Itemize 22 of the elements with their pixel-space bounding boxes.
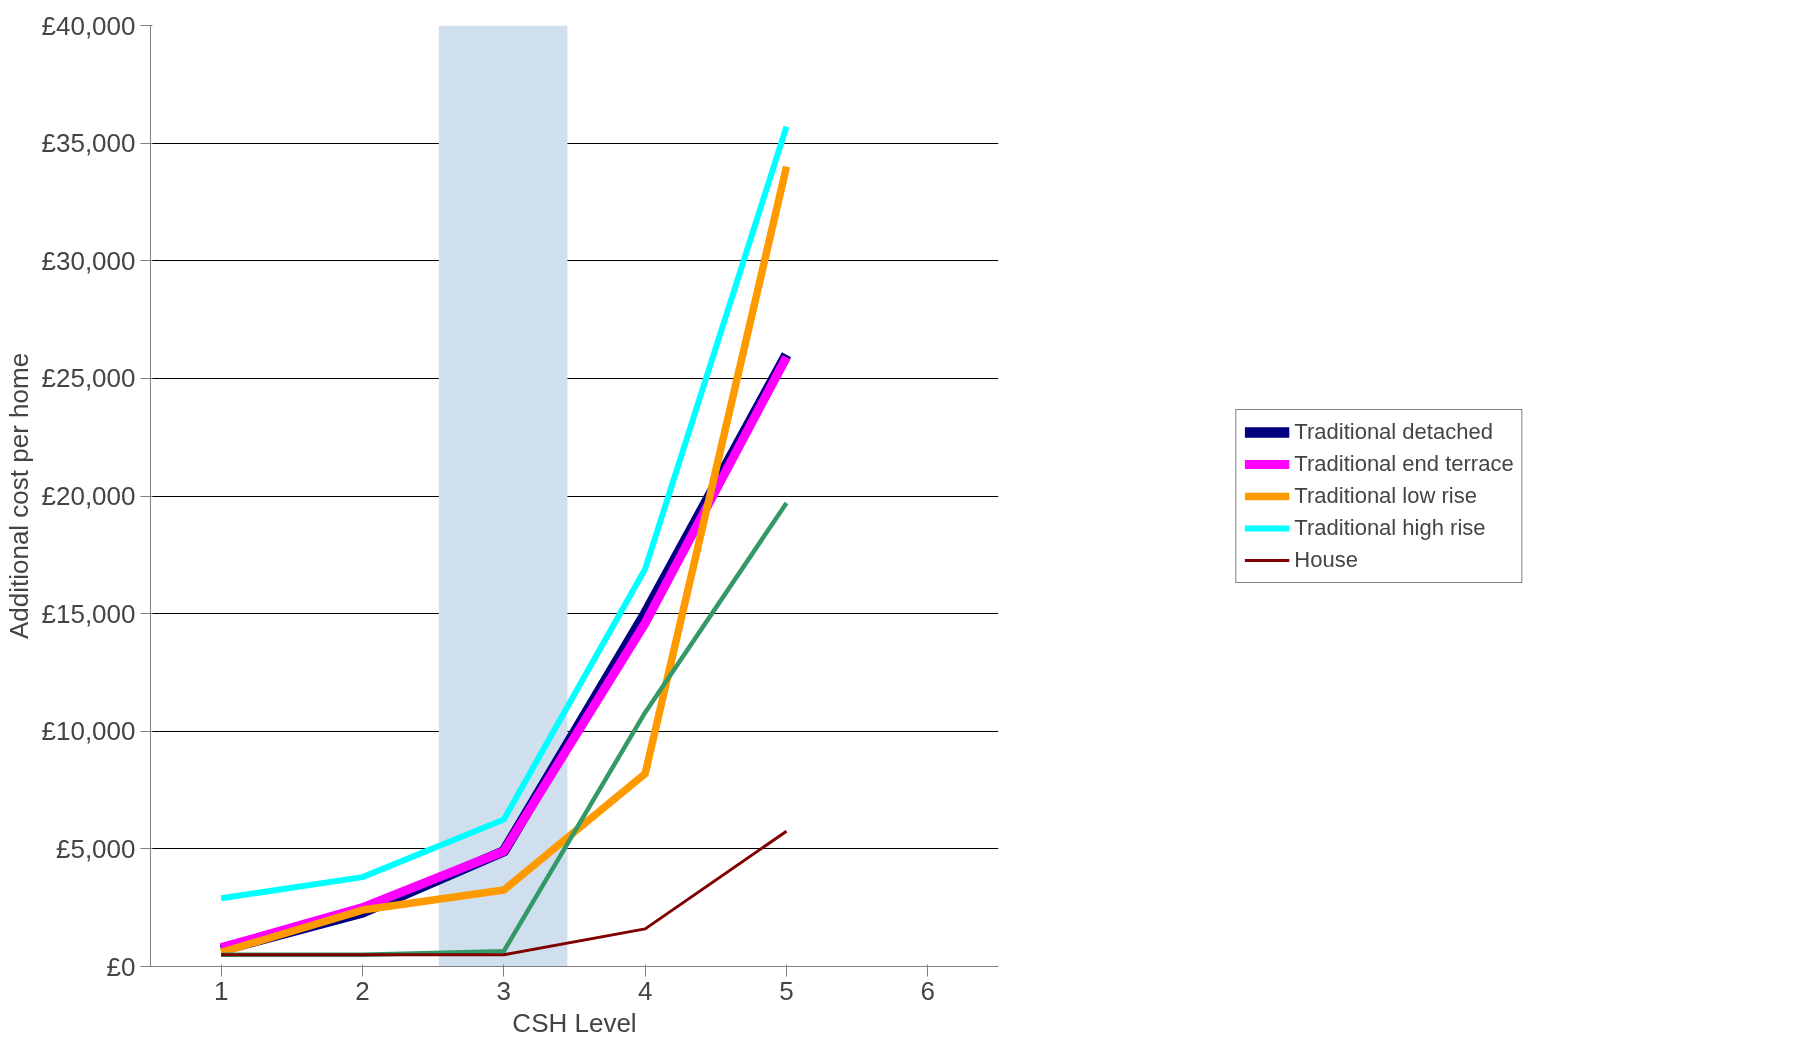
- y-tick-label: £20,000: [41, 481, 136, 511]
- legend-label: Traditional end terrace: [1294, 449, 1514, 478]
- y-tick-label: £15,000: [41, 598, 136, 629]
- x-tick-label: 1: [213, 975, 229, 1006]
- y-tick-label: £30,000: [41, 245, 136, 276]
- x-tick-label: 4: [637, 975, 653, 1006]
- y-tick-label: £25,000: [41, 363, 136, 394]
- x-tick-label: 2: [355, 975, 370, 1006]
- y-tick-label: £40,000: [41, 10, 136, 41]
- legend-label: Traditional low rise: [1294, 481, 1477, 510]
- y-tick-label: £10,000: [41, 716, 136, 747]
- legend-label: Traditional high rise: [1294, 513, 1486, 542]
- y-tick-label: £35,000: [41, 128, 136, 159]
- x-tick-label: 5: [779, 975, 794, 1006]
- legend-label: Traditional detached: [1294, 417, 1493, 446]
- y-tick-label: £0: [106, 951, 136, 982]
- x-tick-label: 6: [920, 975, 936, 1006]
- y-tick-label: £5,000: [55, 833, 136, 864]
- legend-label: House: [1294, 545, 1358, 574]
- x-tick-label: 3: [496, 975, 512, 1006]
- x-axis-title: CSH Level: [512, 1007, 637, 1038]
- y-axis-title: Additional cost per home: [3, 352, 34, 640]
